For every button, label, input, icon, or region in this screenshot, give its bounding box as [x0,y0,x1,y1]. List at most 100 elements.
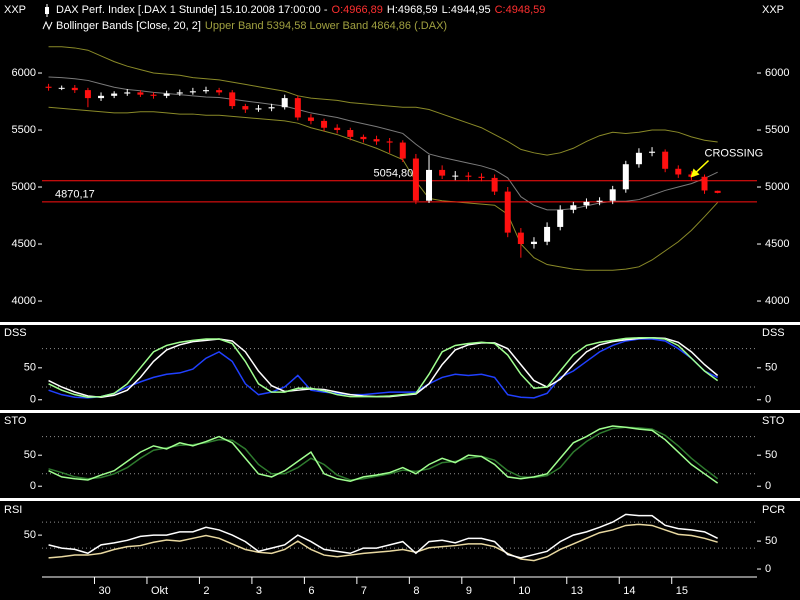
candle-body [71,87,78,91]
candle-body [675,168,682,175]
title-part: C:4948,59 [495,4,546,16]
y-tick-label: 50 [24,529,36,541]
y-tick-label: 0 [765,394,771,406]
axis-label: XXP [762,4,784,16]
indicator-line [48,513,718,559]
candle-body [465,175,472,177]
y-tick-label: 6000 [12,67,36,79]
candle-body [255,108,262,110]
horizontal-line-label: 4870,17 [55,189,95,201]
annotation-arrowhead [690,168,700,178]
candle-body [609,189,616,201]
candle-body [622,164,629,190]
pane-label: RSI [4,504,22,516]
y-tick-label: 5000 [12,181,36,193]
chart-title: DAX Perf. Index [.DAX 1 Stunde] 15.10.20… [56,4,545,16]
indicator-line [48,523,718,562]
candle-body [583,201,590,206]
title-part: H:4968,59 [387,4,438,16]
candle-body [281,98,288,108]
y-tick-label: 5500 [12,124,36,136]
candle-body [530,241,537,245]
x-tick-label: 30 [98,585,110,597]
candle-body [412,158,419,201]
axis-label: XXP [4,4,26,16]
candle-body [386,141,393,143]
y-tick-label: 4000 [12,295,36,307]
candle-body [189,91,196,93]
candle-body [649,151,656,153]
candle-body [504,191,511,233]
candle-body [701,176,708,191]
title-part: O:4966,89 [332,4,383,16]
title-part: L:4944,95 [442,4,491,16]
candle-body [439,169,446,176]
y-tick-label: 4000 [765,295,789,307]
candle-body [570,205,577,210]
x-tick-label: Okt [151,585,168,597]
candle-body [714,190,721,193]
candle-body [596,200,603,202]
candle-body [202,90,209,92]
y-tick-label: 50 [765,362,777,374]
y-tick-label: 4500 [765,238,789,250]
y-tick-label: 5000 [765,181,789,193]
candle-body [45,86,52,88]
x-tick-label: 2 [203,585,209,597]
annotation: CROSSING [705,147,764,159]
candle-body [137,92,144,95]
candle-body [452,175,459,177]
subtitle-part: Bollinger Bands [Close, 20, 2] [56,20,201,32]
candle-body [307,117,314,121]
candle-body [268,107,275,109]
candle-body [478,176,485,178]
candle-body [229,92,236,107]
pane-separator [0,410,800,413]
pane-separator [0,498,800,501]
indicator-line [48,337,719,398]
pane-label: STO [4,415,27,427]
indicator-line [48,425,719,484]
y-tick-label: 50 [24,449,36,461]
y-tick-label: 6000 [765,67,789,79]
candle-body [111,93,118,96]
x-tick-label: 3 [256,585,262,597]
x-tick-label: 9 [466,585,472,597]
x-tick-label: 14 [623,585,635,597]
candle-icon [45,4,49,17]
candle-body [399,142,406,159]
candle-body [321,120,328,128]
candle-body [163,93,170,96]
pane-separator [0,322,800,325]
candle-body [58,87,65,89]
x-tick-label: 7 [361,585,367,597]
y-tick-label: 0 [30,394,36,406]
title-part: DAX Perf. Index [.DAX 1 Stunde] 15.10.20… [56,4,328,16]
y-tick-label: 0 [765,480,771,492]
indicator-icon [42,20,53,31]
pane-label: DSS [762,327,785,339]
bollinger-lower [48,106,719,271]
candle-body [426,169,433,201]
candle-body [360,136,367,140]
candle-body [98,95,105,99]
x-tick-label: 13 [571,585,583,597]
y2-tick-label: 50 [765,535,777,547]
pane-label: DSS [4,327,27,339]
candle-body [635,152,642,165]
x-tick-label: 6 [308,585,314,597]
y-tick-label: 4500 [12,238,36,250]
candle-body [347,130,354,137]
indicator-line [48,338,718,399]
candle-body [124,92,131,94]
candle-body [84,90,91,99]
y-tick-label: 5500 [765,124,789,136]
candle-body [294,98,301,118]
candle-body [334,127,341,131]
candle-body [373,139,380,142]
x-tick-label: 15 [676,585,688,597]
indicator-line [48,426,719,481]
y2-tick-label: 0 [765,563,771,575]
